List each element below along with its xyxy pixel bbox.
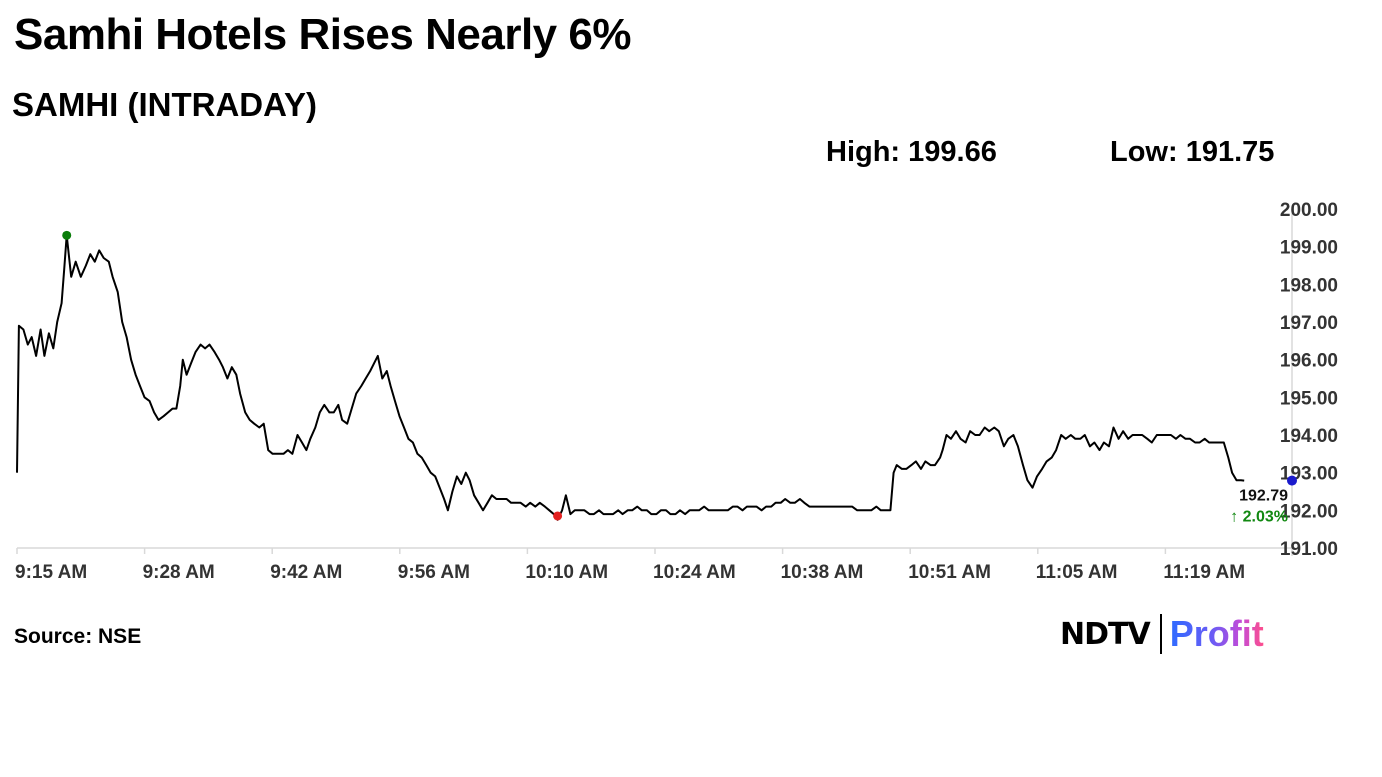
y-tick-label: 194.00 — [1280, 426, 1338, 447]
low-marker — [553, 511, 563, 521]
y-tick-label: 196.00 — [1280, 351, 1338, 372]
chart-subtitle: SAMHI (INTRADAY) — [12, 86, 317, 123]
intraday-line-chart: 200.00 199.00 198.00 197.00 196.00 195.00 194.… — [15, 200, 1338, 583]
high-marker — [62, 230, 72, 240]
y-tick-label: 199.00 — [1280, 238, 1338, 259]
logo-profit-text: Profit — [1169, 613, 1264, 654]
x-tick-label: 9:42 AM — [270, 562, 342, 583]
x-tick-label: 9:56 AM — [398, 562, 470, 583]
high-value: High: 199.66 — [826, 136, 997, 168]
page-title: Samhi Hotels Rises Nearly 6% — [14, 10, 631, 59]
x-tick-label: 10:10 AM — [525, 562, 608, 583]
last-value-label: 192.79 — [1239, 488, 1288, 505]
x-tick-label: 10:24 AM — [653, 562, 736, 583]
x-tick-label: 11:19 AM — [1163, 562, 1245, 583]
low-value: Low: 191.75 — [1110, 136, 1275, 168]
logo-ndtv-text: NDTV — [1060, 616, 1151, 652]
x-tick-label: 9:15 AM — [15, 562, 87, 583]
logo-divider — [1159, 614, 1162, 654]
source-note: Source: NSE — [14, 625, 142, 648]
y-tick-label: 192.00 — [1280, 501, 1338, 522]
price-line — [16, 234, 1245, 521]
y-tick-label: 197.00 — [1280, 313, 1338, 334]
x-tick-label: 10:38 AM — [781, 562, 864, 583]
change-label: ↑ 2.03% — [1230, 509, 1288, 526]
ndtv-profit-logo: NDTV Profit — [1060, 612, 1264, 656]
x-tick-label: 11:05 AM — [1036, 562, 1118, 583]
y-tick-label: 198.00 — [1280, 275, 1338, 296]
y-tick-label: 200.00 — [1280, 200, 1338, 221]
last-marker — [1287, 475, 1297, 486]
x-tick-label: 9:28 AM — [143, 562, 215, 583]
y-tick-label: 195.00 — [1280, 388, 1338, 409]
y-tick-label: 191.00 — [1280, 539, 1338, 560]
x-tick-label: 10:51 AM — [908, 562, 991, 583]
